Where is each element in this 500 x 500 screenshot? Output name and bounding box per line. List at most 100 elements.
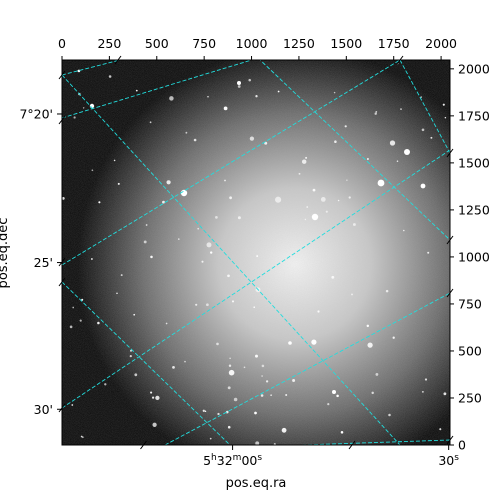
star-123: [340, 431, 344, 434]
bright-star-4: [420, 183, 426, 189]
star-18: [152, 422, 157, 427]
star-8: [348, 196, 351, 199]
star-67: [134, 373, 138, 377]
spine-mark-3: [58, 277, 66, 287]
star-35: [400, 108, 402, 110]
x-tick-label-4: 1000: [236, 36, 268, 51]
star-54: [216, 342, 219, 346]
dec-tick-label-0: 7°20': [19, 106, 53, 121]
x-tick-label-5: 1250: [283, 36, 315, 51]
star-96: [403, 229, 405, 232]
star-45: [165, 322, 168, 325]
y-tick-label-0: 0: [458, 438, 466, 453]
ra-tick-label-1: 30s: [438, 453, 459, 468]
y-axis-title: pos.eq.dec: [0, 218, 11, 289]
y-tick-label-6: 1500: [458, 155, 490, 170]
coordinate-grid: [62, 60, 450, 445]
star-0: [427, 251, 430, 254]
star-114: [210, 251, 213, 254]
star-107: [98, 201, 101, 204]
star-60: [337, 199, 340, 202]
y-tick-label-8: 2000: [458, 61, 490, 76]
spine-mark-4: [58, 403, 66, 413]
spine-mark-7: [446, 288, 454, 298]
star-109: [229, 357, 231, 359]
star-138: [312, 188, 316, 192]
star-124: [223, 106, 228, 111]
star-129: [275, 196, 282, 203]
star-130: [79, 319, 82, 322]
bright-star-1: [377, 179, 385, 187]
grid-line-6: [62, 281, 231, 445]
x-tick-label-3: 750: [192, 36, 216, 51]
star-126: [331, 275, 335, 279]
ra-minor-mark-1: [348, 440, 356, 450]
y-tick-label-2: 500: [458, 343, 482, 358]
star-31: [285, 394, 288, 396]
grid-line-0: [62, 60, 121, 76]
star-128: [366, 324, 370, 328]
star-77: [336, 394, 339, 398]
star-87: [237, 85, 241, 88]
star-44: [129, 354, 132, 358]
star-30: [260, 394, 264, 397]
star-78: [233, 397, 238, 402]
plot-frame: [61, 59, 451, 446]
star-63: [71, 404, 74, 406]
star-111: [421, 128, 425, 132]
bright-star-8: [288, 341, 292, 345]
star-49: [97, 321, 100, 325]
y-tick-label-4: 1000: [458, 249, 490, 264]
star-42: [385, 289, 389, 293]
pixel-x-axis: 0 250 500 750 1000 1250 1500 1750 2000: [58, 36, 457, 60]
spine-mark-8: [446, 435, 454, 445]
star-133: [228, 364, 232, 367]
star-71: [120, 274, 123, 277]
bright-star-3: [311, 213, 319, 221]
star-2: [177, 238, 180, 240]
x-tick-label-8: 2000: [425, 36, 457, 51]
star-57: [444, 116, 447, 119]
spine-mark-5: [446, 148, 454, 158]
star-29: [249, 136, 255, 141]
star-81: [82, 107, 85, 109]
star-93: [265, 380, 269, 383]
star-91: [62, 196, 65, 200]
star-108: [201, 260, 204, 263]
grid-line-9: [399, 60, 450, 154]
star-field: [62, 62, 447, 445]
bright-star-5: [237, 81, 241, 85]
star-9: [306, 206, 308, 208]
star-21: [327, 403, 330, 406]
y-tick-label-7: 1750: [458, 108, 490, 123]
star-79: [166, 180, 171, 185]
star-76: [135, 89, 138, 92]
star-119: [256, 255, 259, 258]
dec-axis: 7°20' 25' 30': [19, 55, 454, 445]
star-137: [442, 103, 445, 106]
star-20: [305, 156, 308, 159]
y-tick-label-1: 250: [458, 390, 482, 405]
star-10: [225, 410, 229, 414]
star-85: [155, 395, 160, 401]
star-11: [346, 179, 348, 181]
star-118: [206, 242, 212, 248]
star-56: [229, 196, 233, 200]
star-23: [133, 313, 136, 316]
star-16: [281, 427, 287, 433]
star-92: [104, 383, 107, 386]
x-tick-label-6: 1500: [330, 36, 362, 51]
spine-mark-6: [446, 235, 454, 245]
star-13: [375, 372, 379, 376]
ra-axis: 5h32m00s 30s: [140, 440, 459, 468]
spine-mark-0: [58, 70, 66, 80]
star-28: [69, 325, 73, 329]
dec-tick-label-2: 30': [34, 402, 53, 417]
spine-mark-2: [58, 257, 66, 267]
star-39: [375, 111, 378, 113]
star-27: [443, 392, 447, 396]
star-110: [113, 159, 116, 162]
star-47: [81, 298, 84, 301]
star-34: [422, 391, 424, 393]
